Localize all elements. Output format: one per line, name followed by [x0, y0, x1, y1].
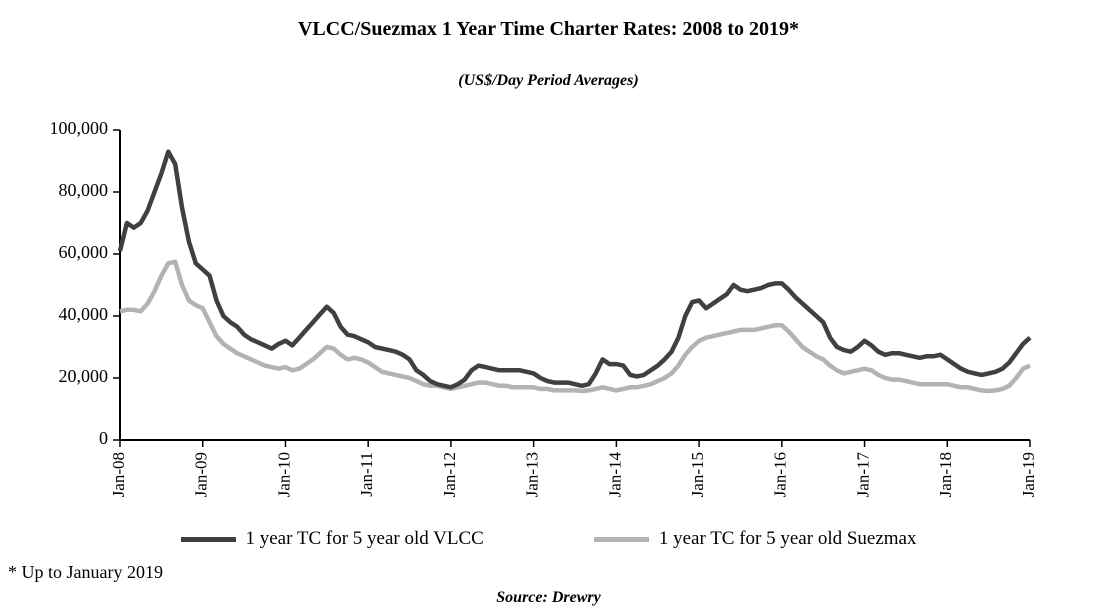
x-tick-label: Jan-19	[1019, 452, 1038, 497]
legend-item-suezmax: 1 year TC for 5 year old Suezmax	[593, 528, 917, 550]
x-tick-label: Jan-08	[109, 452, 128, 497]
x-tick-label: Jan-10	[274, 452, 293, 497]
legend-item-vlcc: 1 year TC for 5 year old VLCC	[180, 528, 484, 550]
x-tick-label: Jan-15	[688, 452, 707, 497]
x-tick-label: Jan-17	[853, 452, 872, 498]
y-tick-label: 60,000	[59, 242, 109, 262]
legend-label-vlcc: 1 year TC for 5 year old VLCC	[245, 528, 484, 549]
chart-title: VLCC/Suezmax 1 Year Time Charter Rates: …	[297, 18, 800, 40]
x-tick-label: Jan-14	[605, 452, 624, 498]
legend-label-suezmax: 1 year TC for 5 year old Suezmax	[658, 528, 917, 549]
x-tick-label: Jan-09	[192, 452, 211, 497]
y-tick-label: 20,000	[59, 366, 109, 386]
x-tick-label: Jan-12	[440, 452, 459, 497]
x-tick-label: Jan-13	[523, 452, 542, 497]
y-tick-label: 0	[99, 428, 108, 448]
y-tick-label: 100,000	[50, 118, 109, 138]
y-tick-label: 40,000	[59, 304, 109, 324]
footnote: * Up to January 2019	[8, 562, 163, 582]
vlcc-line-swatch	[180, 536, 236, 542]
x-tick-label: Jan-18	[936, 452, 955, 497]
suezmax-series-line	[119, 259, 1031, 394]
x-tick-label: Jan-16	[771, 452, 790, 497]
x-tick-label: Jan-11	[357, 452, 376, 497]
chart-subtitle: (US$/Day Period Averages)	[458, 72, 639, 89]
suezmax-line-swatch	[593, 536, 649, 542]
source-note: Source: Drewry	[496, 589, 601, 606]
vlcc-series-line	[117, 149, 1032, 390]
y-tick-label: 80,000	[59, 180, 109, 200]
chart-plot-area: 0 20,000 40,000 60,000 80,000 100,000 Jan-08 Ja…	[50, 118, 1038, 498]
chart-legend: 1 year TC for 5 year old VLCC 1 year TC …	[0, 528, 1097, 550]
